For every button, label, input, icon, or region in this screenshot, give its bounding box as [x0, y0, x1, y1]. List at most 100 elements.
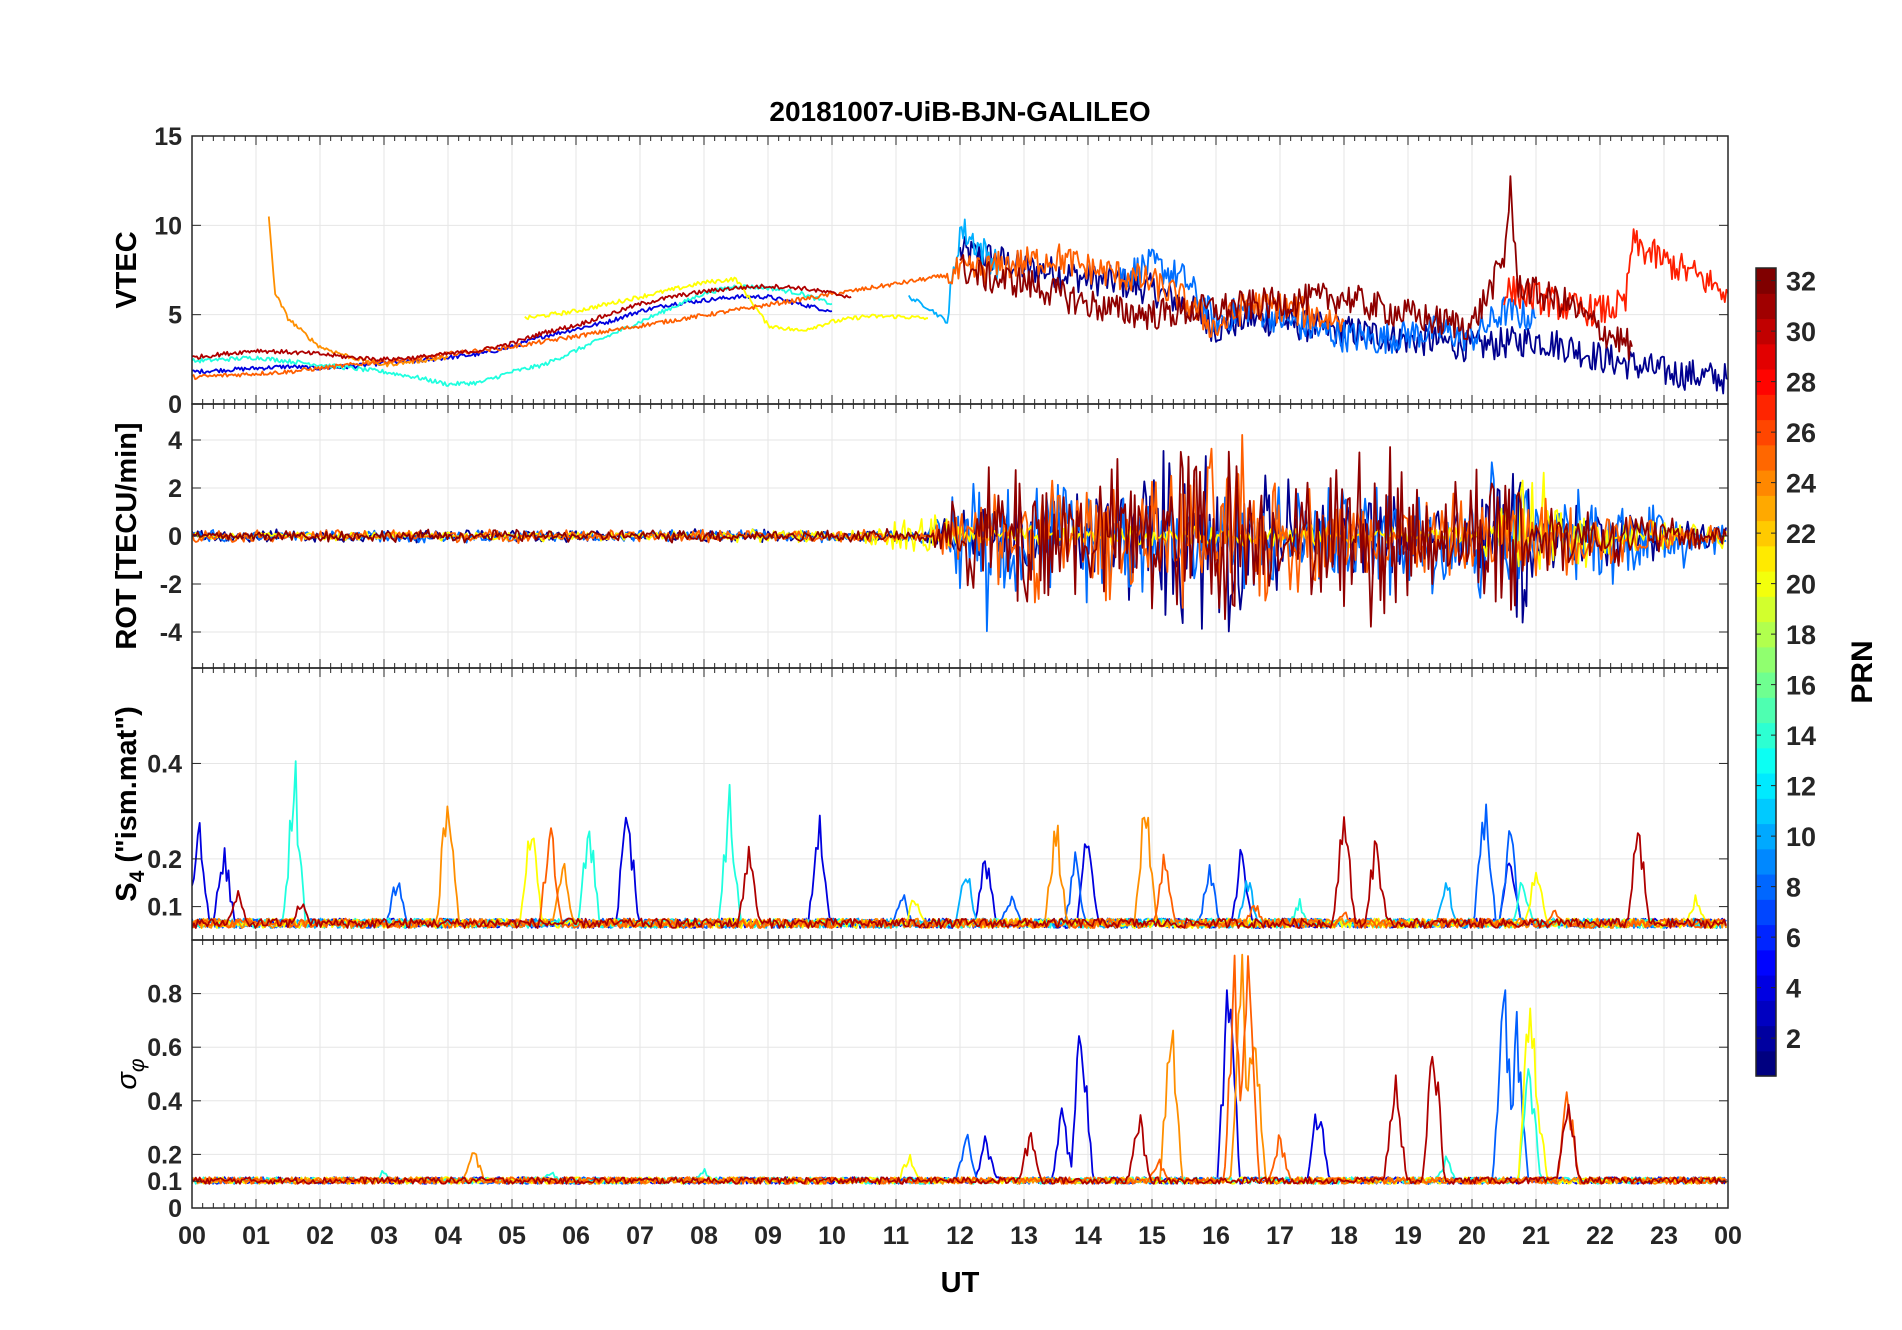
colorbar-segment	[1756, 419, 1776, 446]
series-line-prn-25	[192, 434, 1727, 609]
colorbar-segment	[1756, 1000, 1776, 1027]
colorbar-tick-label: 24	[1786, 469, 1816, 499]
series-line-prn-28	[1503, 228, 1728, 327]
colorbar-segment	[1756, 293, 1776, 320]
x-tick-label: 13	[1010, 1222, 1038, 1250]
series-group-sigma_phi	[192, 953, 1727, 1185]
x-tick-label: 04	[434, 1222, 462, 1250]
grid-s4	[191, 668, 1729, 940]
y-axis-label-s4: S4 ("ism.mat")	[111, 706, 149, 902]
y-tick-label: 0	[168, 523, 182, 551]
series-line-prn-3	[192, 814, 1727, 929]
y-tick-label: 0.4	[147, 750, 182, 778]
y-tick-label: 4	[168, 427, 182, 455]
series-line-prn-8	[192, 803, 1727, 929]
colorbar-tick-label: 14	[1786, 721, 1816, 751]
colorbar-segment	[1756, 646, 1776, 673]
x-tick-label: 00	[1714, 1222, 1742, 1250]
colorbar-segment	[1756, 318, 1776, 345]
colorbar-segment	[1756, 1025, 1776, 1052]
y-tick-label: 15	[154, 123, 182, 151]
colorbar-segment	[1756, 343, 1776, 370]
series-line-prn-23	[267, 216, 449, 368]
colorbar-tick-label: 22	[1786, 519, 1816, 549]
colorbar-tick-label: 4	[1786, 974, 1801, 1004]
colorbar-tick-label: 32	[1786, 267, 1816, 297]
x-tick-label: 08	[690, 1222, 718, 1250]
x-tick-label: 10	[818, 1222, 846, 1250]
colorbar-segment	[1756, 773, 1776, 799]
x-tick-label: 02	[306, 1222, 334, 1250]
colorbar-segment	[1756, 722, 1776, 749]
colorbar-segment	[1756, 520, 1776, 547]
y-tick-label: -4	[160, 619, 182, 647]
series-line-prn-9	[908, 218, 1000, 324]
colorbar-segment	[1756, 495, 1776, 522]
series-line-prn-31	[192, 283, 852, 362]
series-line-prn-25	[192, 827, 1727, 929]
colorbar-segment	[1756, 672, 1776, 698]
colorbar-tick-label: 28	[1786, 368, 1816, 398]
colorbar-segment	[1756, 798, 1776, 825]
colorbar-tick-label: 16	[1786, 671, 1816, 701]
colorbar-segment	[1756, 874, 1776, 900]
x-tick-label: 09	[754, 1222, 782, 1250]
y-tick-label: 0.2	[147, 846, 182, 874]
x-tick-label: 16	[1202, 1222, 1230, 1250]
series-line-prn-31	[192, 816, 1727, 929]
colorbar-segment	[1756, 949, 1776, 976]
colorbar-segment	[1756, 444, 1776, 471]
x-tick-label: 07	[626, 1222, 654, 1250]
colorbar-tick-label: 6	[1786, 923, 1801, 953]
y-tick-label: 0.6	[147, 1034, 182, 1062]
series-group-vtec	[192, 175, 1728, 395]
colorbar-segment	[1756, 747, 1776, 774]
series-line-prn-32	[192, 446, 1727, 628]
colorbar-segment	[1756, 470, 1776, 496]
series-line-prn-23	[192, 953, 1727, 1185]
series-line-prn-20	[524, 276, 928, 332]
series-line-prn-25	[192, 243, 1345, 381]
x-tick-label: 15	[1138, 1222, 1166, 1250]
colorbar-segment	[1756, 369, 1776, 395]
y-tick-label: 5	[168, 302, 182, 330]
colorbar-segment	[1756, 848, 1776, 875]
colorbar-tick-label: 30	[1786, 317, 1816, 347]
series-line-prn-25	[192, 954, 1727, 1185]
colorbar-segment	[1756, 924, 1776, 951]
y-tick-label: 0.8	[147, 981, 182, 1009]
figure-title: 20181007-UiB-BJN-GALILEO	[769, 96, 1150, 127]
colorbar-segment	[1756, 975, 1776, 1001]
series-line-prn-32	[959, 175, 1633, 361]
x-tick-label: 01	[242, 1222, 270, 1250]
series-line-prn-20	[192, 1007, 1727, 1185]
x-tick-label: 21	[1522, 1222, 1550, 1250]
colorbar-segment	[1756, 596, 1776, 623]
series-line-prn-3	[192, 293, 833, 375]
y-tick-label: 0.1	[147, 1168, 182, 1196]
x-tick-label: 17	[1266, 1222, 1294, 1250]
x-tick-label: 20	[1458, 1222, 1486, 1250]
colorbar-tick-label: 20	[1786, 570, 1816, 600]
x-tick-label: 18	[1330, 1222, 1358, 1250]
grid-sigma_phi	[191, 940, 1729, 1209]
colorbar-segment	[1756, 899, 1776, 926]
x-tick-label: 22	[1586, 1222, 1614, 1250]
x-tick-label: 05	[498, 1222, 526, 1250]
colorbar-tick-label: 2	[1786, 1024, 1801, 1054]
series-group-s4	[192, 760, 1727, 929]
y-axis-label-rot: ROT [TECU/min]	[111, 422, 143, 649]
y-tick-label: 2	[168, 475, 182, 503]
y-tick-label: 0	[168, 391, 182, 419]
y-tick-label: -2	[160, 571, 182, 599]
colorbar-segment	[1756, 621, 1776, 648]
colorbar-segment	[1756, 571, 1776, 597]
colorbar-tick-label: 26	[1786, 418, 1816, 448]
x-tick-label: 00	[178, 1222, 206, 1250]
y-tick-label: 0	[168, 1195, 182, 1223]
x-axis-label: UT	[941, 1267, 980, 1299]
colorbar-segment	[1756, 545, 1776, 572]
x-tick-label: 12	[946, 1222, 974, 1250]
